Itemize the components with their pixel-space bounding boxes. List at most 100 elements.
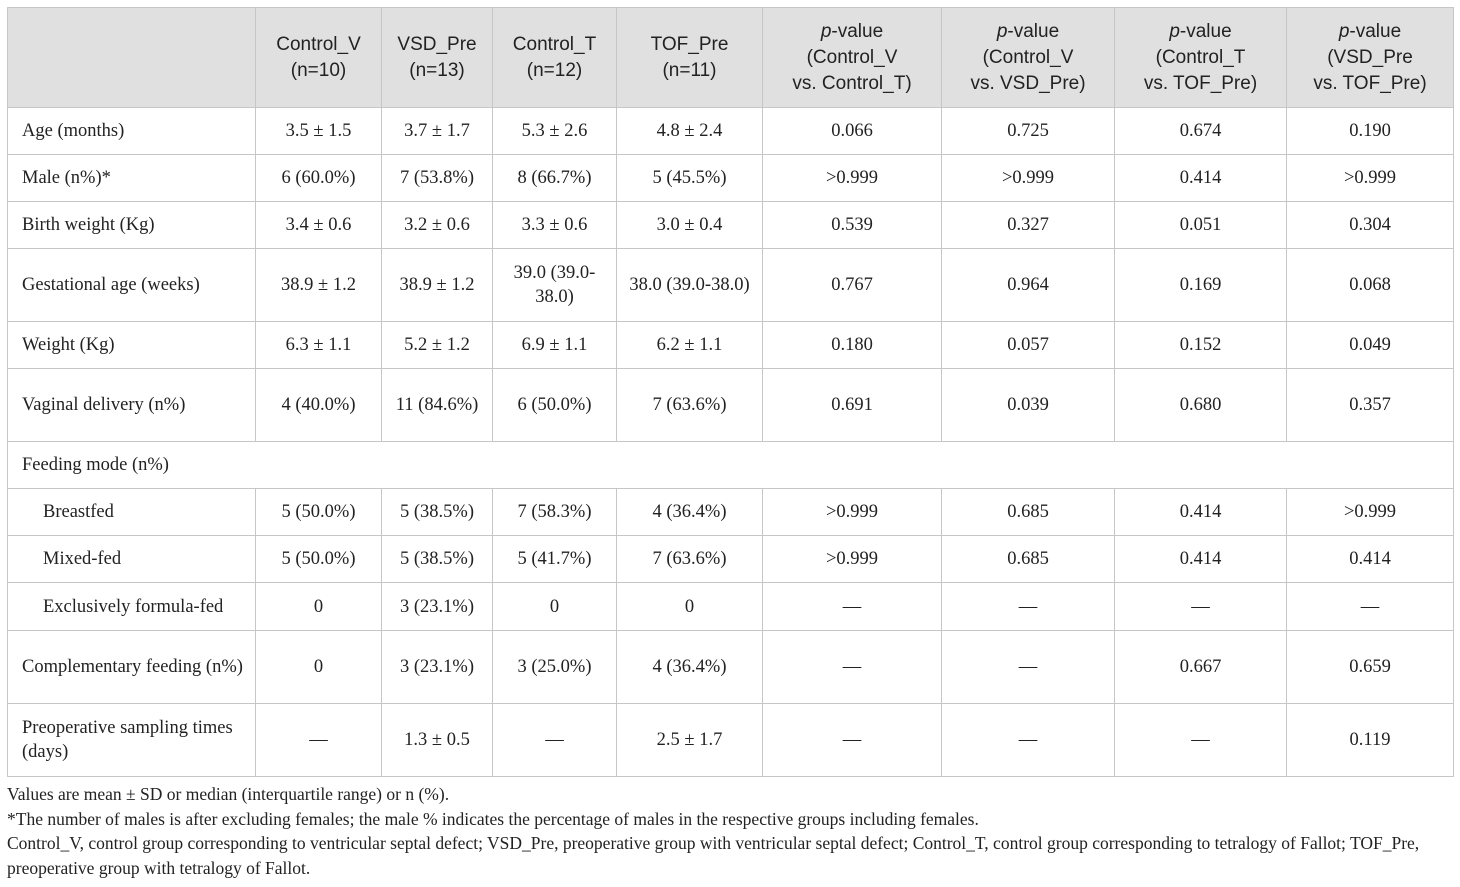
row-label: Breastfed — [7, 488, 256, 536]
table-cell: >0.999 — [941, 154, 1115, 202]
table-cell: 3.4 ± 0.6 — [255, 201, 382, 249]
table-cell: 0.667 — [1114, 630, 1287, 704]
header-pvalue-ct-tof: p-value (Control_T vs. TOF_Pre) — [1114, 7, 1287, 108]
section-row: Feeding mode (n%) — [7, 441, 1454, 489]
table-cell: 0 — [492, 582, 617, 631]
table-cell: 0 — [255, 630, 382, 704]
table-cell: 5 (38.5%) — [381, 535, 493, 583]
table-cell: — — [762, 630, 942, 704]
table-footnotes: Values are mean ± SD or median (interqua… — [7, 782, 1457, 880]
table-cell: 7 (63.6%) — [616, 535, 763, 583]
table-cell: — — [762, 703, 942, 777]
table-cell: 0.767 — [762, 248, 942, 322]
table-cell: 0.674 — [1114, 107, 1287, 155]
table-cell: 3.3 ± 0.6 — [492, 201, 617, 249]
row-label: Gestational age (weeks) — [7, 248, 256, 322]
table-cell: 4 (36.4%) — [616, 488, 763, 536]
table-cell: >0.999 — [1286, 154, 1454, 202]
table-cell: — — [1114, 703, 1287, 777]
table-cell: 39.0 (39.0-38.0) — [492, 248, 617, 322]
table-cell: 1.3 ± 0.5 — [381, 703, 493, 777]
table-cell: 38.0 (39.0-38.0) — [616, 248, 763, 322]
table-row: Preoperative sampling times (days) — 1.3… — [7, 703, 1454, 777]
table-cell: 3.0 ± 0.4 — [616, 201, 763, 249]
table-cell: 3 (23.1%) — [381, 582, 493, 631]
table-cell: 5.2 ± 1.2 — [381, 321, 493, 369]
table-cell: >0.999 — [762, 154, 942, 202]
table-cell: 0.304 — [1286, 201, 1454, 249]
table-row: Exclusively formula-fed 0 3 (23.1%) 0 0 … — [7, 582, 1454, 631]
table-cell: 0.414 — [1114, 535, 1287, 583]
table-row: Complementary feeding (n%) 0 3 (23.1%) 3… — [7, 630, 1454, 704]
row-label: Exclusively formula-fed — [7, 582, 256, 631]
table-cell: 0.725 — [941, 107, 1115, 155]
table-cell: 0.685 — [941, 488, 1115, 536]
table-cell: 0.180 — [762, 321, 942, 369]
row-label: Vaginal delivery (n%) — [7, 368, 256, 442]
table-cell: — — [255, 703, 382, 777]
table-row: Gestational age (weeks) 38.9 ± 1.2 38.9 … — [7, 248, 1454, 322]
table-cell: 0.327 — [941, 201, 1115, 249]
table-cell: 2.5 ± 1.7 — [616, 703, 763, 777]
table-cell: — — [1114, 582, 1287, 631]
table-cell: 4 (40.0%) — [255, 368, 382, 442]
table-row: Weight (Kg) 6.3 ± 1.1 5.2 ± 1.2 6.9 ± 1.… — [7, 321, 1454, 369]
table-cell: 4 (36.4%) — [616, 630, 763, 704]
table-cell: 6.2 ± 1.1 — [616, 321, 763, 369]
table-cell: 3 (25.0%) — [492, 630, 617, 704]
header-empty — [7, 7, 256, 108]
header-pvalue-cv-ct: p-value (Control_V vs. Control_T) — [762, 7, 942, 108]
header-vsd-pre: VSD_Pre (n=13) — [381, 7, 493, 108]
header-row: Control_V (n=10) VSD_Pre (n=13) Control_… — [7, 7, 1454, 108]
table-cell: 5.3 ± 2.6 — [492, 107, 617, 155]
footnote: Values are mean ± SD or median (interqua… — [7, 784, 450, 804]
table-cell: — — [941, 630, 1115, 704]
table-cell: 0.691 — [762, 368, 942, 442]
table-row: Male (n%)* 6 (60.0%) 7 (53.8%) 8 (66.7%)… — [7, 154, 1454, 202]
header-control-v: Control_V (n=10) — [255, 7, 382, 108]
table-cell: 8 (66.7%) — [492, 154, 617, 202]
table-cell: 6 (50.0%) — [492, 368, 617, 442]
table-cell: >0.999 — [1286, 488, 1454, 536]
table-cell: — — [1286, 582, 1454, 631]
table-cell: >0.999 — [762, 488, 942, 536]
table-cell: 5 (50.0%) — [255, 535, 382, 583]
footnote: Control_V, control group corresponding t… — [7, 833, 1420, 878]
row-label: Weight (Kg) — [7, 321, 256, 369]
table-cell: 3 (23.1%) — [381, 630, 493, 704]
table-cell: 11 (84.6%) — [381, 368, 493, 442]
row-label: Birth weight (Kg) — [7, 201, 256, 249]
table-cell: — — [941, 703, 1115, 777]
table-cell: 0.414 — [1286, 535, 1454, 583]
header-pvalue-vsd-tof: p-value (VSD_Pre vs. TOF_Pre) — [1286, 7, 1454, 108]
table-cell: 7 (58.3%) — [492, 488, 617, 536]
table-cell: 7 (63.6%) — [616, 368, 763, 442]
table-cell: 0 — [255, 582, 382, 631]
table-cell: 0 — [616, 582, 763, 631]
table-cell: 0.414 — [1114, 154, 1287, 202]
row-label: Mixed-fed — [7, 535, 256, 583]
table-cell: 5 (45.5%) — [616, 154, 763, 202]
table-cell: — — [762, 582, 942, 631]
table-cell: 4.8 ± 2.4 — [616, 107, 763, 155]
table-cell: 38.9 ± 1.2 — [255, 248, 382, 322]
header-tof-pre: TOF_Pre (n=11) — [616, 7, 763, 108]
table-cell: 0.152 — [1114, 321, 1287, 369]
table-cell: — — [941, 582, 1115, 631]
table-row: Age (months) 3.5 ± 1.5 3.7 ± 1.7 5.3 ± 2… — [7, 107, 1454, 155]
table-cell: 5 (50.0%) — [255, 488, 382, 536]
table-cell: 0.049 — [1286, 321, 1454, 369]
table-cell: 0.659 — [1286, 630, 1454, 704]
table-cell: 0.039 — [941, 368, 1115, 442]
table-cell: 0.685 — [941, 535, 1115, 583]
table-container: Control_V (n=10) VSD_Pre (n=13) Control_… — [7, 7, 1454, 777]
table-cell: 5 (41.7%) — [492, 535, 617, 583]
table-cell: 0.680 — [1114, 368, 1287, 442]
table-cell: 0.051 — [1114, 201, 1287, 249]
footnote: *The number of males is after excluding … — [7, 808, 979, 829]
table-cell: 7 (53.8%) — [381, 154, 493, 202]
table-cell: 6 (60.0%) — [255, 154, 382, 202]
data-table: Control_V (n=10) VSD_Pre (n=13) Control_… — [7, 7, 1454, 777]
table-cell: 0.414 — [1114, 488, 1287, 536]
table-cell: — — [492, 703, 617, 777]
